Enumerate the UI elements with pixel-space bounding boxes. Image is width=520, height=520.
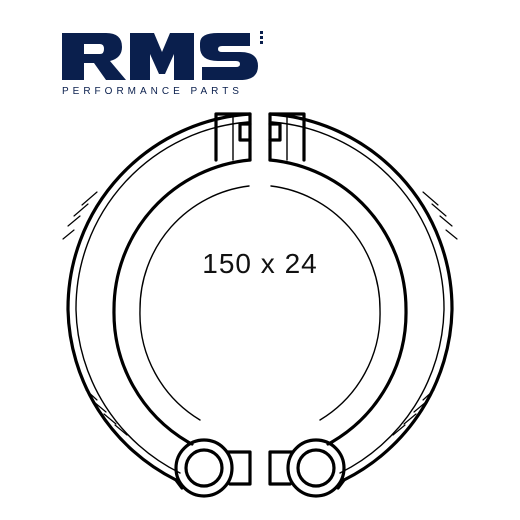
logo-subtitle: PERFORMANCE PARTS [62,86,243,97]
rms-logo-mark [62,30,272,90]
rms-logo: PERFORMANCE PARTS [62,30,272,90]
brake-shoes-diagram [60,100,460,515]
